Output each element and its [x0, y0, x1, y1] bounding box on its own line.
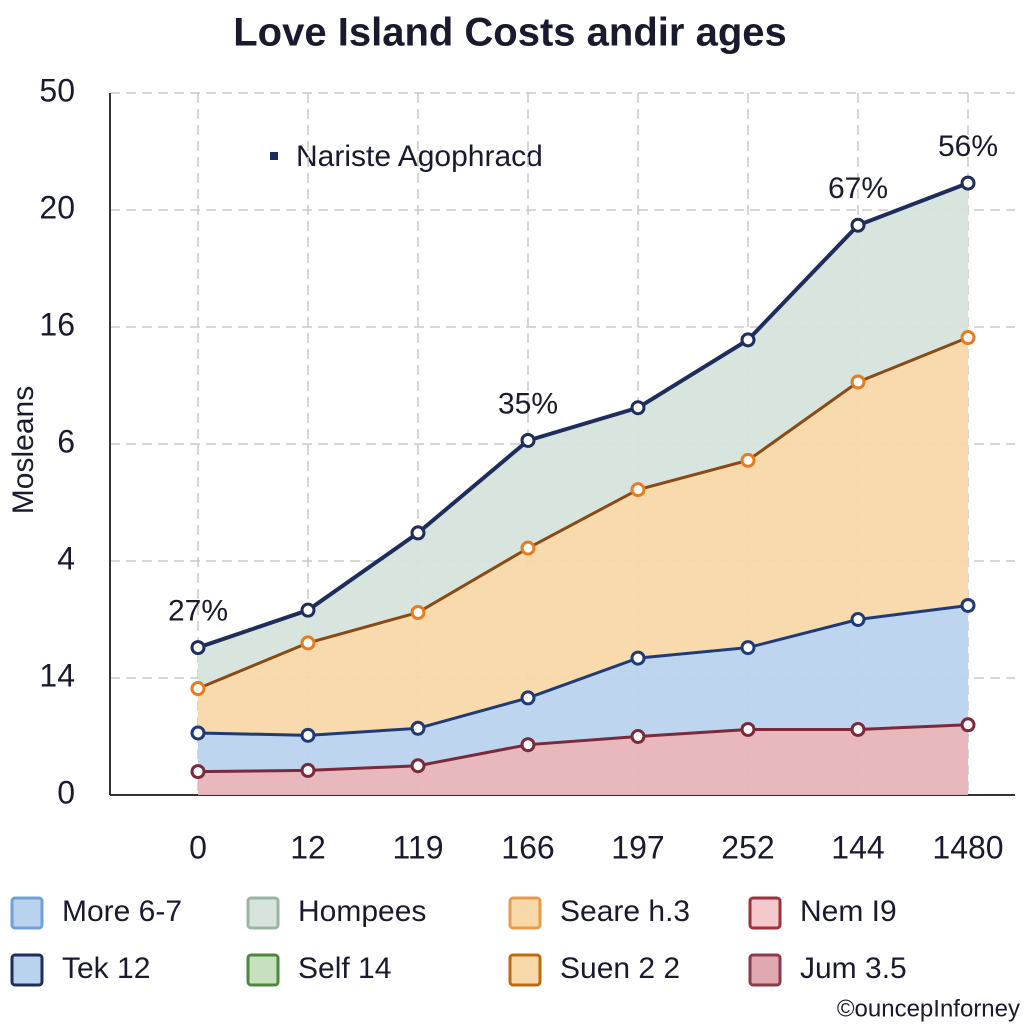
point — [410, 720, 426, 736]
inner-legend-label: Nariste Agophracd — [296, 140, 543, 173]
annotation: 67% — [828, 172, 888, 205]
y-tick-label: 50 — [39, 72, 75, 108]
point — [410, 525, 426, 541]
legend-swatch — [10, 896, 44, 930]
point — [960, 175, 976, 191]
x-tick-label: 166 — [501, 829, 554, 865]
x-tick-label: 0 — [189, 829, 207, 865]
point — [410, 758, 426, 774]
y-tick-label: 16 — [39, 306, 75, 342]
point — [740, 452, 756, 468]
point — [190, 681, 206, 697]
legend-swatch — [246, 953, 280, 987]
point — [960, 330, 976, 346]
chart-title: Love Island Costs andir ages — [233, 11, 787, 55]
legend-swatch — [508, 896, 542, 930]
point — [190, 640, 206, 656]
point — [850, 374, 866, 390]
annotation: 56% — [938, 130, 998, 163]
area-line — [197, 723, 969, 774]
area — [198, 183, 968, 689]
point — [520, 737, 536, 753]
y-tick-label: 4 — [57, 540, 75, 576]
legend-swatch — [508, 953, 542, 987]
x-tick-label: 1480 — [932, 829, 1003, 865]
legend-label: Seare h.3 — [560, 895, 690, 928]
legend-swatch — [748, 896, 782, 930]
point — [520, 432, 536, 448]
y-tick-label: 20 — [39, 189, 75, 225]
inner-legend-marker — [270, 152, 278, 160]
annotation: 27% — [168, 595, 228, 628]
legend-label: Nem I9 — [800, 895, 897, 928]
point — [190, 764, 206, 780]
annotation: 35% — [498, 387, 558, 420]
legend-swatch — [246, 896, 280, 930]
point — [630, 400, 646, 416]
point — [520, 540, 536, 556]
point — [960, 597, 976, 613]
point — [300, 602, 316, 618]
x-tick-label: 119 — [392, 829, 443, 865]
point — [520, 690, 536, 706]
area — [198, 337, 968, 736]
point — [300, 762, 316, 778]
area-line — [197, 336, 969, 690]
point — [850, 612, 866, 627]
point — [410, 604, 426, 620]
point — [740, 640, 756, 656]
point — [740, 332, 756, 348]
point — [300, 635, 316, 651]
point — [850, 721, 866, 737]
legend-swatch — [748, 953, 782, 987]
legend-swatch — [10, 953, 44, 987]
point — [630, 482, 646, 498]
area-line — [197, 181, 969, 650]
y-tick-label: 14 — [39, 657, 75, 693]
legend-label: Tek 12 — [62, 952, 150, 985]
point — [960, 717, 976, 733]
point — [850, 217, 866, 233]
point — [190, 725, 206, 741]
point — [630, 729, 646, 744]
x-tick-label: 197 — [611, 829, 664, 865]
point — [630, 650, 646, 666]
y-tick-label: 6 — [57, 423, 75, 459]
y-tick-label: 0 — [57, 774, 75, 810]
legend-label: Self 14 — [298, 952, 391, 985]
legend-label: Hompees — [298, 895, 426, 928]
x-tick-label: 12 — [290, 829, 326, 865]
footer: ©ouncepInforney — [837, 995, 1020, 1022]
point — [740, 721, 756, 737]
area-line — [197, 603, 969, 737]
x-tick-label: 144 — [831, 829, 884, 865]
legend-label: Jum 3.5 — [800, 952, 907, 985]
legend-label: Suen 2 2 — [560, 952, 680, 985]
area — [198, 724, 968, 795]
y-axis-label: Mosleans — [7, 386, 40, 514]
legend-label: More 6-7 — [62, 895, 182, 928]
point — [300, 727, 316, 743]
x-tick-label: 252 — [721, 829, 774, 865]
